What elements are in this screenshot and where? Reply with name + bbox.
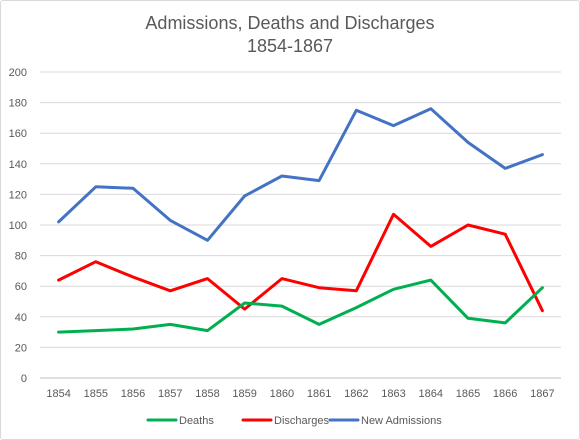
x-tick-label: 1861 — [307, 388, 331, 400]
x-tick-label: 1865 — [456, 388, 480, 400]
y-tick-label: 60 — [15, 281, 27, 293]
series-line-discharges — [57, 212, 544, 313]
x-tick-label: 1854 — [46, 388, 70, 400]
legend-item-discharges: Discharges — [241, 415, 330, 427]
y-tick-label: 40 — [15, 312, 27, 324]
chart-subtitle: 1854-1867 — [247, 36, 333, 56]
y-tick-label: 80 — [15, 251, 27, 263]
y-tick-label: 20 — [15, 342, 27, 354]
y-tick-label: 100 — [9, 220, 27, 232]
x-tick-label: 1863 — [381, 388, 405, 400]
series-lines — [57, 107, 544, 334]
x-axis-ticks: 1854 1855 1856 1857 1858 1859 1860 1861 1862 1863… — [46, 388, 554, 400]
legend: Deaths Discharges New Admissions — [146, 415, 442, 427]
chart-title: Admissions, Deaths and Discharges — [145, 13, 434, 33]
x-tick-label: 1860 — [270, 388, 294, 400]
series-line-new-admissions — [57, 107, 544, 242]
y-tick-label: 0 — [21, 373, 27, 385]
legend-item-deaths: Deaths — [146, 415, 214, 427]
x-tick-label: 1862 — [344, 388, 368, 400]
y-tick-label: 120 — [9, 189, 27, 201]
legend-item-new-admissions: New Admissions — [328, 415, 442, 427]
x-tick-label: 1867 — [530, 388, 554, 400]
legend-label: New Admissions — [361, 415, 442, 427]
legend-label: Discharges — [274, 415, 330, 427]
y-tick-label: 140 — [9, 159, 27, 171]
gridlines — [40, 71, 561, 379]
y-axis-ticks: 0 20 40 60 80 100 120 140 160 180 200 — [9, 67, 27, 385]
x-tick-label: 1859 — [232, 388, 256, 400]
legend-label: Deaths — [179, 415, 214, 427]
y-tick-label: 160 — [9, 128, 27, 140]
series-line-deaths — [57, 278, 544, 334]
x-tick-label: 1855 — [84, 388, 108, 400]
x-tick-label: 1864 — [419, 388, 443, 400]
x-tick-label: 1858 — [195, 388, 219, 400]
x-tick-label: 1856 — [121, 388, 145, 400]
y-tick-label: 180 — [9, 98, 27, 110]
x-tick-label: 1857 — [158, 388, 182, 400]
x-tick-label: 1866 — [493, 388, 517, 400]
y-tick-label: 200 — [9, 67, 27, 79]
